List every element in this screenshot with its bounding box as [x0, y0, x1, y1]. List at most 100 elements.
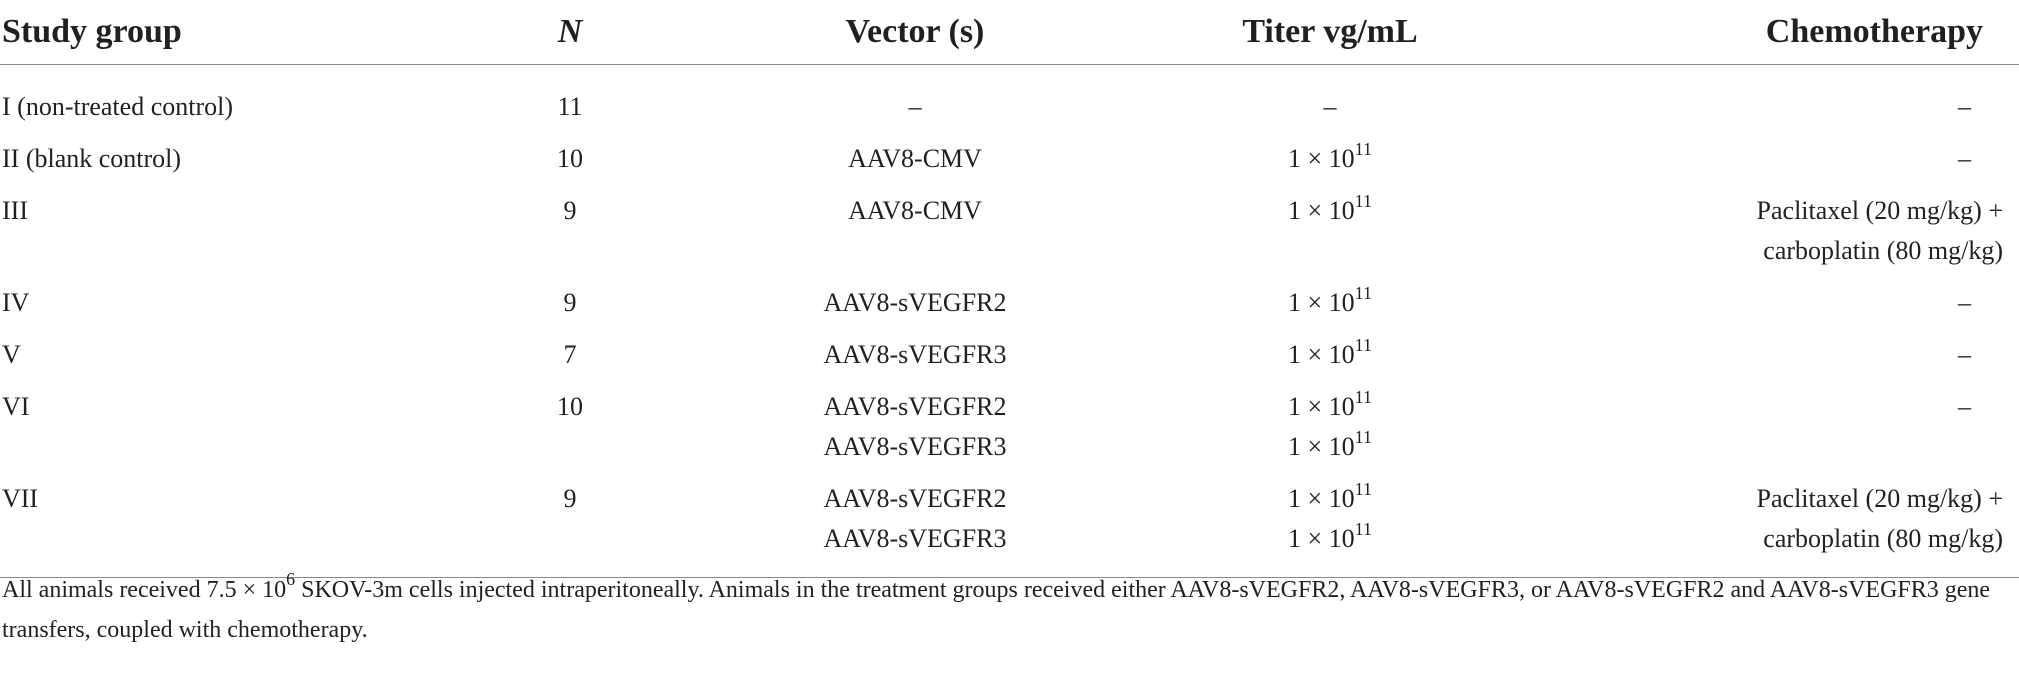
titer-exponent: 11	[1354, 191, 1372, 211]
cell-chemotherapy: –	[1530, 283, 2019, 335]
table-row: VI 10 AAV8-sVEGFR2 AAV8-sVEGFR3 1 × 1011 1 × …	[0, 387, 2019, 479]
chemotherapy-text: –	[1958, 92, 1971, 121]
titer-value: –	[1323, 92, 1337, 121]
cell-study-group: I (non-treated control)	[2, 92, 234, 121]
cell-titer: 1 × 1011	[1130, 283, 1530, 335]
chemotherapy-text: Paclitaxel (20 mg/kg) +	[1756, 484, 2003, 513]
cell-study-group: IV	[2, 288, 30, 317]
titer-exponent: 11	[1354, 519, 1372, 539]
vector-name: AAV8-CMV	[848, 196, 982, 225]
titer-base: 1 × 10	[1287, 432, 1355, 461]
chemotherapy-text: carboplatin (80 mg/kg)	[1763, 236, 2003, 265]
cell-titer: 1 × 1011	[1130, 139, 1530, 191]
titer-exponent: 11	[1354, 283, 1372, 303]
footnote-text-start: All animals received 7.5 × 10	[2, 577, 287, 603]
cell-chemotherapy: –	[1530, 65, 2019, 140]
cell-titer: 1 × 1011 1 × 1011	[1130, 387, 1530, 479]
header-n-label: N	[557, 13, 583, 50]
cell-study-group: VII	[0, 479, 440, 578]
study-groups-table: Study group N Vector (s) Titer vg/mL Che…	[0, 0, 2019, 578]
cell-vectors: AAV8-sVEGFR3	[700, 335, 1130, 387]
cell-n: 9	[563, 196, 577, 225]
titer-base: 1 × 10	[1287, 484, 1355, 513]
cell-titer: –	[1130, 65, 1530, 140]
table-footnote: All animals received 7.5 × 106 SKOV-3m c…	[2, 570, 2012, 650]
cell-vectors: AAV8-CMV	[700, 191, 1130, 283]
titer-value: 1 × 1011	[1130, 191, 1530, 231]
vector-name: AAV8-sVEGFR3	[823, 524, 1007, 553]
chemotherapy-text: Paclitaxel (20 mg/kg) +	[1756, 196, 2003, 225]
titer-value: 1 × 1011	[1130, 283, 1530, 323]
cell-titer: 1 × 1011	[1130, 191, 1530, 283]
header-row: Study group N Vector (s) Titer vg/mL Che…	[0, 0, 2019, 65]
table-header: Study group N Vector (s) Titer vg/mL Che…	[0, 0, 2019, 65]
titer-base: 1 × 10	[1287, 340, 1355, 369]
cell-n: 10	[557, 144, 583, 173]
cell-vectors: AAV8-CMV	[700, 139, 1130, 191]
titer-base: 1 × 10	[1287, 392, 1355, 421]
footnote-text-end: SKOV-3m cells injected intraperitoneally…	[2, 577, 1991, 643]
table-row: VII 9 AAV8-sVEGFR2 AAV8-sVEGFR3 1 × 1011 1 × …	[0, 479, 2019, 578]
titer-exponent: 11	[1354, 335, 1372, 355]
cell-study-group: III	[2, 196, 28, 225]
chemotherapy-text: –	[1958, 340, 1971, 369]
header-study-group: Study group	[0, 0, 440, 65]
cell-n: 7	[563, 340, 577, 369]
header-titer: Titer vg/mL	[1130, 0, 1530, 65]
cell-titer: 1 × 1011	[1130, 335, 1530, 387]
cell-vectors: AAV8-sVEGFR2 AAV8-sVEGFR3	[700, 479, 1130, 578]
table-row: I (non-treated control) 11 – – –	[0, 65, 2019, 140]
cell-chemotherapy: Paclitaxel (20 mg/kg) + carboplatin (80 m…	[1530, 479, 2019, 578]
vector-name: AAV8-sVEGFR3	[823, 432, 1007, 461]
table-row: III 9 AAV8-CMV 1 × 1011 Paclitaxel (20 mg/kg…	[0, 191, 2019, 283]
titer-value: 1 × 1011	[1130, 479, 1530, 519]
chemotherapy-text: –	[1958, 144, 1971, 173]
header-chemotherapy: Chemotherapy	[1530, 0, 2019, 65]
cell-study-group: II (blank control)	[2, 144, 182, 173]
titer-exponent: 11	[1354, 387, 1372, 407]
titer-value: 1 × 1011	[1130, 519, 1530, 559]
titer-base: 1 × 10	[1287, 288, 1355, 317]
data-table-container: Study group N Vector (s) Titer vg/mL Che…	[0, 0, 2019, 578]
cell-chemotherapy: –	[1530, 335, 2019, 387]
cell-chemotherapy: –	[1530, 387, 2019, 479]
titer-value: 1 × 1011	[1130, 387, 1530, 427]
cell-n: 10	[557, 392, 583, 421]
table-row: V 7 AAV8-sVEGFR3 1 × 1011 –	[0, 335, 2019, 387]
cell-chemotherapy: –	[1530, 139, 2019, 191]
cell-study-group: V	[2, 340, 21, 369]
footnote-exponent: 6	[286, 569, 296, 589]
titer-base: 1 × 10	[1287, 524, 1355, 553]
cell-vectors: AAV8-sVEGFR2	[700, 283, 1130, 335]
vector-name: AAV8-CMV	[848, 144, 982, 173]
vector-name: AAV8-sVEGFR2	[823, 288, 1007, 317]
cell-vectors: AAV8-sVEGFR2 AAV8-sVEGFR3	[700, 387, 1130, 479]
header-n: N	[440, 0, 700, 65]
cell-n: 11	[557, 92, 583, 121]
cell-vectors: –	[700, 65, 1130, 140]
vector-name: AAV8-sVEGFR2	[823, 392, 1007, 421]
titer-exponent: 11	[1354, 139, 1372, 159]
chemotherapy-text: –	[1958, 288, 1971, 317]
vector-name: –	[908, 92, 922, 121]
chemotherapy-text: –	[1958, 392, 1971, 421]
vector-name: AAV8-sVEGFR2	[823, 484, 1007, 513]
titer-exponent: 11	[1354, 427, 1372, 447]
cell-n: 9	[440, 479, 700, 578]
titer-exponent: 11	[1354, 479, 1372, 499]
cell-titer: 1 × 1011 1 × 1011	[1130, 479, 1530, 578]
titer-value: 1 × 1011	[1130, 139, 1530, 179]
titer-base: 1 × 10	[1287, 144, 1355, 173]
chemotherapy-text: carboplatin (80 mg/kg)	[1763, 524, 2003, 553]
table-body: I (non-treated control) 11– – – II (blank co…	[0, 65, 2019, 578]
header-vectors: Vector (s)	[700, 0, 1130, 65]
cell-study-group: VI	[2, 392, 30, 421]
titer-value: 1 × 1011	[1130, 335, 1530, 375]
table-row: IV 9 AAV8-sVEGFR2 1 × 1011 –	[0, 283, 2019, 335]
cell-chemotherapy: Paclitaxel (20 mg/kg) + carboplatin (80 m…	[1530, 191, 2019, 283]
cell-n: 9	[563, 288, 577, 317]
table-row: II (blank control) 10 AAV8-CMV 1 × 1011 –	[0, 139, 2019, 191]
titer-base: 1 × 10	[1287, 196, 1355, 225]
titer-value: 1 × 1011	[1130, 427, 1530, 467]
vector-name: AAV8-sVEGFR3	[823, 340, 1007, 369]
